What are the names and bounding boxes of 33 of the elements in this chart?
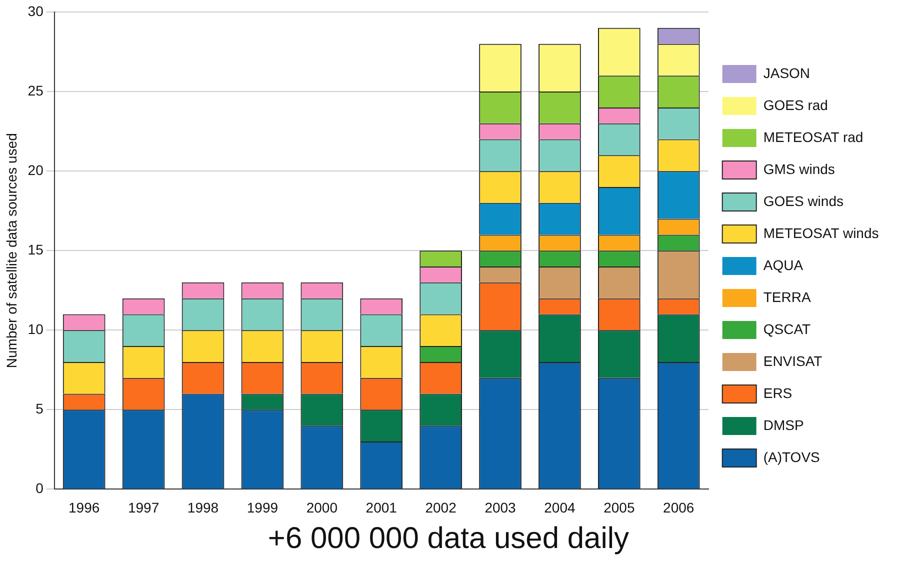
x-tick-label: 1996 <box>68 499 100 516</box>
legend-label: DMSP <box>763 416 804 433</box>
legend-label: ENVISAT <box>763 352 823 369</box>
legend-label: (A)TOVS <box>763 448 820 465</box>
legend-label: GOES rad <box>763 96 828 113</box>
legend-label: GOES winds <box>763 192 844 209</box>
legend-label: AQUA <box>763 256 804 273</box>
y-tick-label: 5 <box>36 400 44 417</box>
x-tick-label: 1997 <box>128 499 160 516</box>
x-tick-label: 2006 <box>663 499 694 516</box>
text: +6 000 000 data used daily <box>266 522 630 556</box>
x-tick-label: 2000 <box>306 499 338 516</box>
legend-label: METEOSAT winds <box>763 224 879 241</box>
x-tick-label: 1999 <box>246 499 278 516</box>
y-axis-title: Number of satellite data sources used <box>3 133 20 368</box>
x-tick-label: 2002 <box>425 499 457 516</box>
y-tick-label: 25 <box>28 82 44 98</box>
y-tick-label: 30 <box>28 2 44 19</box>
x-tick-label: 2003 <box>484 499 516 516</box>
legend-label: METEOSAT rad <box>763 128 864 145</box>
x-tick-label: 2004 <box>544 499 576 516</box>
legend-label: GMS winds <box>763 160 835 177</box>
legend-label: QSCAT <box>763 320 811 337</box>
x-tick-label: 1998 <box>187 499 219 516</box>
legend-label: TERRA <box>763 288 812 305</box>
legend-label: JASON <box>763 64 810 81</box>
y-tick-label: 10 <box>28 320 44 337</box>
legend-label: ERS <box>763 384 792 401</box>
y-tick-label: 20 <box>28 162 44 178</box>
y-tick-label: 0 <box>36 480 44 496</box>
x-tick-label: 2001 <box>366 499 398 516</box>
x-tick-label: 2005 <box>604 499 635 516</box>
y-tick-label: 15 <box>28 241 44 258</box>
